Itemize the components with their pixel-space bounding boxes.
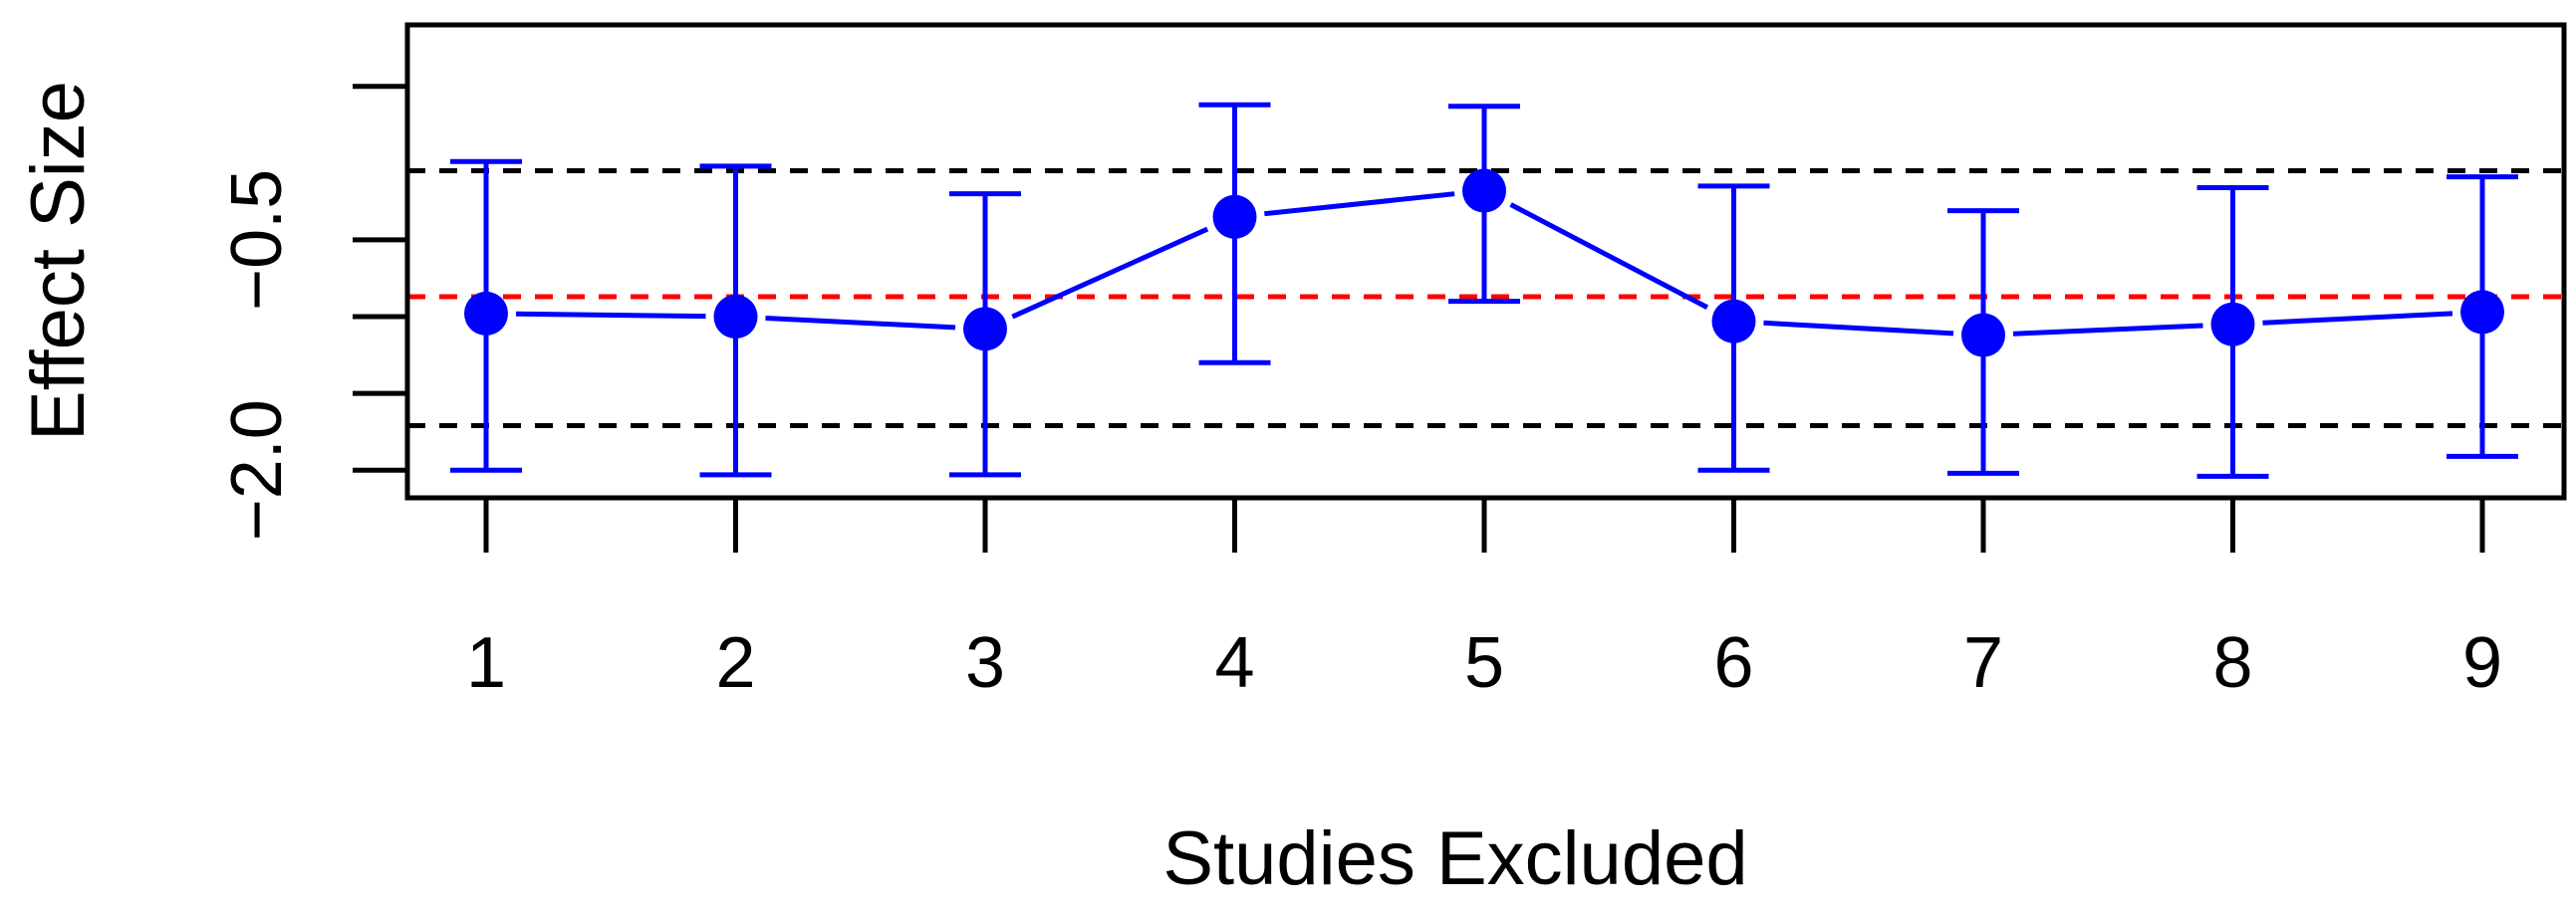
- x-tick-label-8: 8: [2212, 623, 2252, 703]
- y-axis: −2.0 −0.5: [217, 84, 407, 541]
- x-tick-label-6: 6: [1713, 623, 1753, 703]
- error-bars: [450, 102, 2518, 479]
- x-axis-title: Studies Excluded: [1162, 816, 1747, 901]
- connector-segment-8: [2262, 311, 2453, 326]
- x-tick-label-2: 2: [715, 623, 755, 703]
- data-points: [464, 168, 2504, 357]
- x-tick-label-4: 4: [1214, 623, 1254, 703]
- reference-lines: [407, 168, 2564, 429]
- data-point-1: [464, 291, 508, 336]
- connector-segment-7: [2012, 323, 2203, 337]
- x-tick-label-3: 3: [965, 623, 1005, 703]
- data-point-3: [963, 307, 1007, 351]
- data-point-6: [1711, 299, 1756, 343]
- data-point-4: [1212, 194, 1257, 239]
- data-point-5: [1462, 168, 1506, 213]
- connector-segment-6: [1763, 320, 1954, 337]
- connector-segment-2: [765, 315, 956, 331]
- connector-segment-4: [1264, 191, 1455, 217]
- x-tick-label-9: 9: [2462, 623, 2502, 703]
- connector-segment-5: [1509, 202, 1709, 310]
- x-tick-label-5: 5: [1464, 623, 1504, 703]
- connector-segment-1: [515, 311, 706, 320]
- y-tick-label-2: −0.5: [217, 169, 297, 311]
- y-axis-title: Effect Size: [16, 81, 101, 441]
- x-tick-label-7: 7: [1963, 623, 2003, 703]
- y-tick-label-1: −2.0: [217, 399, 297, 541]
- connector-segment-3: [1011, 226, 1209, 320]
- data-point-2: [713, 295, 758, 340]
- x-tick-label-1: 1: [466, 623, 506, 703]
- data-point-9: [2460, 290, 2504, 335]
- x-axis: 1 2 3 4 5 6 7 8 9: [466, 498, 2502, 703]
- data-point-7: [1961, 313, 2005, 357]
- data-point-8: [2210, 302, 2255, 346]
- series-connector-lines: [515, 191, 2453, 337]
